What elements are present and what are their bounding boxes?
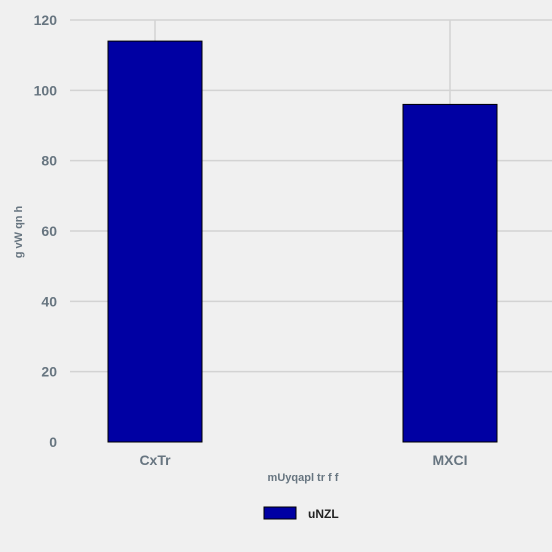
- y-tick-label-40: 40: [41, 293, 57, 309]
- legend: uNZL: [263, 506, 339, 521]
- y-tick-label-60: 60: [41, 223, 57, 239]
- y-tick-label-100: 100: [34, 82, 58, 98]
- y-tick-label-80: 80: [41, 153, 57, 169]
- y-tick-label-0: 0: [49, 434, 57, 450]
- y-axis-title: g vW qn h: [13, 205, 25, 258]
- x-tick-label-cxtr: CxTr: [139, 452, 171, 468]
- bar-cxtr: [107, 40, 203, 443]
- y-tick-label-20: 20: [41, 364, 57, 380]
- y-axis-ticks: 0 20 40 60 80 100 120: [34, 12, 58, 450]
- bars: [107, 40, 498, 443]
- x-tick-label-mxci: MXCI: [433, 452, 468, 468]
- x-axis-title: mUyqapl tr f f: [268, 472, 339, 484]
- x-axis-ticks: CxTr MXCI: [139, 452, 467, 468]
- bar-mxci: [402, 103, 498, 443]
- legend-swatch-unzl: [263, 506, 297, 520]
- y-tick-label-120: 120: [34, 12, 58, 28]
- legend-label-unzl: uNZL: [308, 507, 339, 521]
